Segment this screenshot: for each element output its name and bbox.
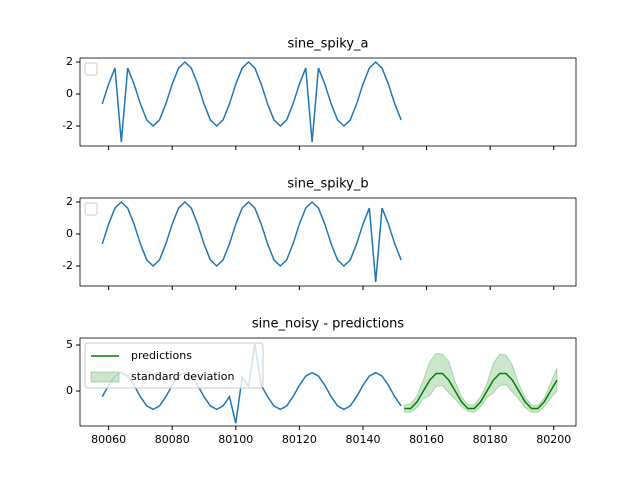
axes-frame	[79, 337, 577, 427]
x-tick-label: 80180	[473, 433, 508, 446]
x-tick-label: 80200	[536, 433, 571, 446]
x-tick-label: 80140	[345, 433, 380, 446]
legend-swatch	[90, 371, 120, 383]
legend-label: standard deviation	[131, 370, 234, 383]
x-tick-label: 80120	[282, 433, 317, 446]
chart-title: sine_spiky_a	[288, 37, 369, 52]
axes-frame	[79, 197, 577, 287]
y-tick-label: 5	[66, 338, 73, 351]
line	[101, 60, 402, 143]
x-tick-label: 80080	[155, 433, 190, 446]
chart-title: sine_noisy - predictions	[252, 317, 405, 332]
line	[101, 200, 402, 283]
y-tick-label: 2	[66, 195, 73, 208]
std-band	[403, 352, 558, 413]
y-tick-label: 0	[66, 227, 73, 240]
y-tick-label: 0	[66, 384, 73, 397]
y-tick-label: 2	[66, 55, 73, 68]
legend-box	[84, 202, 98, 216]
x-tick-label: 80160	[409, 433, 444, 446]
y-tick-label: -2	[62, 119, 73, 132]
x-tick-label: 80060	[91, 433, 126, 446]
y-tick-label: -2	[62, 259, 73, 272]
line	[404, 372, 558, 410]
y-tick-label: 0	[66, 87, 73, 100]
legend-label: predictions	[131, 349, 192, 362]
legend-box	[84, 62, 98, 76]
axes-frame	[79, 57, 577, 147]
chart-title: sine_spiky_b	[287, 177, 368, 192]
legend-box	[84, 342, 264, 389]
x-tick-label: 80100	[218, 433, 253, 446]
